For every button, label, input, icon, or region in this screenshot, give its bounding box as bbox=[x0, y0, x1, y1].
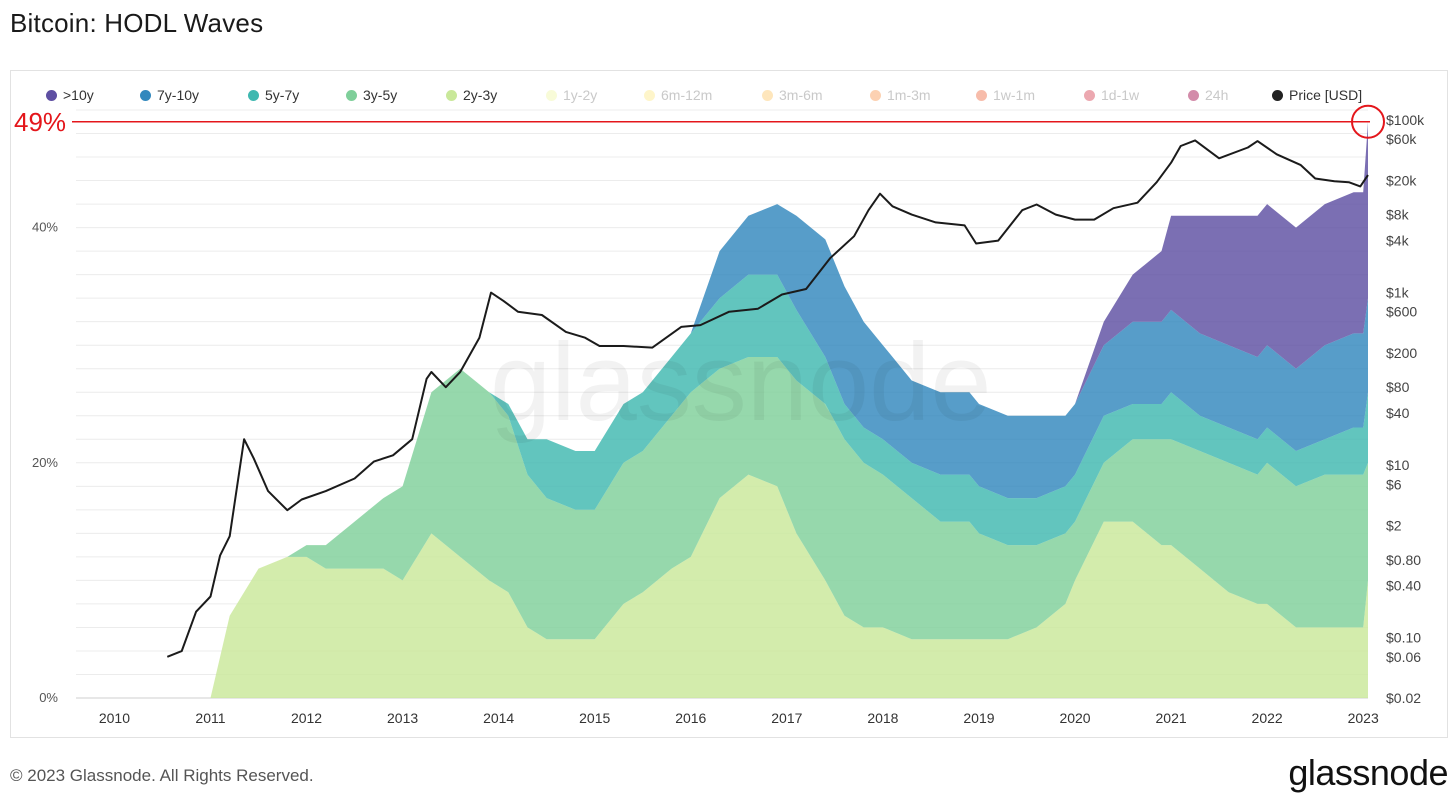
legend-label-10y: >10y bbox=[63, 87, 94, 103]
legend-swatch-5y-7y bbox=[248, 89, 259, 101]
legend-label-7y-10y: 7y-10y bbox=[157, 87, 200, 103]
legend-label-1m-3m: 1m-3m bbox=[887, 87, 931, 103]
legend-item-1w-1m[interactable]: 1w-1m bbox=[976, 84, 1035, 106]
legend-swatch-1w-1m bbox=[976, 89, 987, 101]
y-right-tick-label: $20k bbox=[1386, 172, 1417, 188]
y-right-tick-label: $10 bbox=[1386, 457, 1410, 473]
legend-swatch-24h bbox=[1188, 89, 1199, 101]
legend-item-3y-5y[interactable]: 3y-5y bbox=[346, 84, 397, 106]
y-right-tick-label: $1k bbox=[1386, 285, 1410, 301]
x-tick-label: 2014 bbox=[483, 710, 514, 726]
legend-label-6m-12m: 6m-12m bbox=[661, 87, 713, 103]
y-right-tick-label: $6 bbox=[1386, 476, 1402, 492]
legend-swatch-3m-6m bbox=[762, 89, 773, 101]
x-tick-label: 2023 bbox=[1348, 710, 1379, 726]
legend-swatch-6m-12m bbox=[644, 89, 655, 101]
legend-label-1w-1m: 1w-1m bbox=[993, 87, 1036, 103]
legend-label-5y-7y: 5y-7y bbox=[265, 87, 300, 103]
y-right-tick-label: $8k bbox=[1386, 207, 1410, 223]
legend-item-5y-7y[interactable]: 5y-7y bbox=[248, 84, 299, 106]
chart-frame bbox=[10, 70, 1448, 738]
y-right-tick-label: $100k bbox=[1386, 112, 1425, 128]
legend-label-3m-6m: 3m-6m bbox=[779, 87, 823, 103]
legend-label-24h: 24h bbox=[1205, 87, 1229, 103]
y-right-tick-label: $60k bbox=[1386, 131, 1417, 147]
area-2y-3y bbox=[162, 474, 1368, 698]
annotation-label: 49% bbox=[14, 107, 66, 137]
y-right-tick-label: $0.06 bbox=[1386, 649, 1421, 665]
legend-swatch-10y bbox=[46, 89, 57, 101]
legend-item-10y[interactable]: >10y bbox=[46, 84, 94, 106]
x-tick-label: 2022 bbox=[1252, 710, 1283, 726]
y-right-tick-label: $0.40 bbox=[1386, 578, 1421, 594]
legend-label-price: Price [USD] bbox=[1289, 87, 1363, 103]
x-tick-label: 2021 bbox=[1156, 710, 1187, 726]
legend-label-1d-1w: 1d-1w bbox=[1101, 87, 1140, 103]
legend-item-1m-3m[interactable]: 1m-3m bbox=[870, 84, 931, 106]
x-tick-label: 2011 bbox=[195, 710, 225, 726]
legend-swatch-3y-5y bbox=[346, 89, 357, 101]
legend-swatch-price bbox=[1272, 89, 1283, 101]
y-left-tick-label: 0% bbox=[39, 690, 58, 705]
legend-item-price[interactable]: Price [USD] bbox=[1272, 84, 1362, 106]
legend-swatch-1m-3m bbox=[870, 89, 881, 101]
watermark: glassnode bbox=[490, 321, 992, 444]
y-axis-left: 0% 20% 40% bbox=[32, 220, 58, 705]
legend-swatch-7y-10y bbox=[140, 89, 151, 101]
y-axis-right: $100k $60k $20k $8k $4k $1k $600 $200 $80 $40 $10 $… bbox=[1386, 112, 1425, 706]
legend-item-1y-2y[interactable]: 1y-2y bbox=[546, 84, 597, 106]
area-3y-5y bbox=[162, 357, 1368, 698]
y-right-tick-label: $0.10 bbox=[1386, 630, 1421, 646]
y-right-tick-label: $80 bbox=[1386, 379, 1410, 395]
y-right-tick-label: $0.80 bbox=[1386, 552, 1421, 568]
legend-swatch-2y-3y bbox=[446, 89, 457, 101]
x-axis: 2010 2011 2012 2013 2014 2015 2016 2017 2018 2019… bbox=[99, 710, 1379, 726]
y-right-tick-label: $2 bbox=[1386, 517, 1402, 533]
legend-swatch-1d-1w bbox=[1084, 89, 1095, 101]
y-right-tick-label: $600 bbox=[1386, 304, 1417, 320]
y-left-tick-label: 20% bbox=[32, 455, 58, 470]
glassnode-logo: glassnode bbox=[1288, 752, 1448, 793]
y-right-tick-label: $0.02 bbox=[1386, 690, 1421, 706]
x-tick-label: 2010 bbox=[99, 710, 130, 726]
area-series bbox=[162, 121, 1368, 699]
x-tick-label: 2018 bbox=[867, 710, 898, 726]
x-tick-label: 2016 bbox=[675, 710, 706, 726]
legend-item-7y-10y[interactable]: 7y-10y bbox=[140, 84, 199, 106]
x-tick-label: 2015 bbox=[579, 710, 610, 726]
legend-item-24h[interactable]: 24h bbox=[1188, 84, 1228, 106]
y-right-tick-label: $4k bbox=[1386, 233, 1410, 249]
price-series bbox=[166, 139, 1369, 658]
annotation-circle bbox=[1351, 104, 1385, 139]
y-right-tick-label: $200 bbox=[1386, 345, 1417, 361]
page-title: Bitcoin: HODL Waves bbox=[10, 8, 264, 38]
x-tick-label: 2020 bbox=[1059, 710, 1090, 726]
legend-label-1y-2y: 1y-2y bbox=[563, 87, 598, 103]
y-right-tick-label: $40 bbox=[1386, 405, 1410, 421]
x-tick-label: 2012 bbox=[291, 710, 322, 726]
legend-item-6m-12m[interactable]: 6m-12m bbox=[644, 84, 712, 106]
copyright-text: © 2023 Glassnode. All Rights Reserved. bbox=[10, 766, 314, 785]
legend-label-3y-5y: 3y-5y bbox=[363, 87, 398, 103]
legend-item-2y-3y[interactable]: 2y-3y bbox=[446, 84, 497, 106]
annotation: 49% bbox=[14, 104, 1385, 139]
price-line bbox=[166, 139, 1369, 658]
legend-item-1d-1w[interactable]: 1d-1w bbox=[1084, 84, 1139, 106]
legend-item-3m-6m[interactable]: 3m-6m bbox=[762, 84, 823, 106]
x-tick-label: 2013 bbox=[387, 710, 418, 726]
x-tick-label: 2017 bbox=[771, 710, 802, 726]
y-left-tick-label: 40% bbox=[32, 220, 58, 235]
legend-label-2y-3y: 2y-3y bbox=[463, 87, 498, 103]
legend-swatch-1y-2y bbox=[546, 89, 557, 101]
x-tick-label: 2019 bbox=[963, 710, 994, 726]
